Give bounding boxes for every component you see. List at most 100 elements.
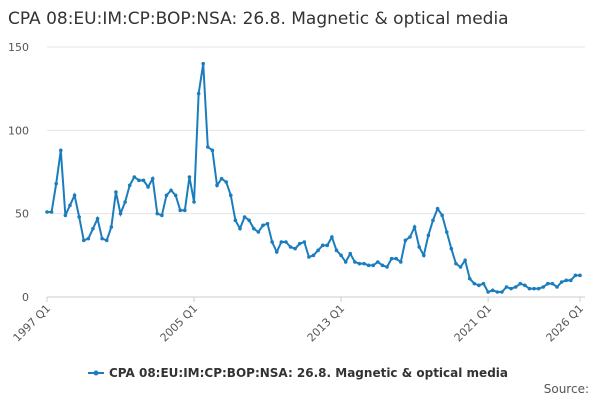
data-point bbox=[440, 213, 444, 218]
data-point bbox=[444, 230, 449, 234]
data-point bbox=[274, 250, 279, 254]
data-point bbox=[564, 278, 569, 283]
data-point bbox=[546, 281, 550, 286]
x-tick-label: 1997 Q1 bbox=[11, 302, 54, 345]
data-point bbox=[215, 183, 219, 188]
data-point bbox=[330, 235, 334, 239]
x-tick-label: 2013 Q1 bbox=[305, 302, 348, 345]
data-point bbox=[477, 283, 481, 288]
data-point bbox=[141, 178, 146, 183]
data-point bbox=[408, 235, 412, 239]
data-point bbox=[173, 193, 178, 198]
data-point bbox=[104, 238, 109, 243]
data-point bbox=[426, 233, 431, 238]
data-point bbox=[127, 183, 132, 188]
data-point bbox=[513, 285, 518, 289]
data-point bbox=[555, 285, 559, 289]
data-point bbox=[192, 200, 196, 204]
data-point bbox=[412, 225, 417, 229]
data-point bbox=[210, 148, 215, 153]
data-point bbox=[196, 91, 201, 96]
data-point bbox=[495, 290, 500, 294]
data-point bbox=[357, 261, 362, 266]
data-point bbox=[320, 243, 325, 248]
source: Source: bbox=[544, 382, 589, 396]
data-point bbox=[376, 260, 380, 264]
data-point bbox=[399, 260, 403, 264]
data-point bbox=[155, 211, 160, 216]
y-tick-label: 0 bbox=[22, 291, 29, 304]
data-point bbox=[100, 236, 104, 241]
data-point bbox=[509, 286, 513, 291]
data-point bbox=[201, 61, 206, 66]
data-point bbox=[463, 258, 467, 263]
data-point bbox=[504, 285, 509, 289]
data-point bbox=[49, 210, 54, 214]
data-point bbox=[578, 273, 582, 278]
data-point bbox=[573, 273, 578, 278]
data-point bbox=[366, 263, 371, 268]
data-point bbox=[288, 245, 293, 249]
data-point bbox=[454, 261, 458, 266]
data-point bbox=[160, 213, 164, 218]
data-point bbox=[206, 145, 210, 149]
data-point bbox=[380, 263, 385, 268]
data-point bbox=[403, 238, 408, 243]
data-point bbox=[77, 215, 81, 219]
y-tick-label: 100 bbox=[8, 124, 29, 137]
data-point bbox=[569, 278, 573, 283]
data-point bbox=[256, 230, 261, 234]
data-point bbox=[449, 246, 454, 251]
data-point bbox=[293, 246, 297, 251]
data-point bbox=[431, 218, 435, 223]
data-point bbox=[518, 281, 523, 286]
data-point bbox=[279, 240, 284, 244]
data-point bbox=[123, 200, 127, 204]
data-point bbox=[297, 241, 302, 246]
data-point bbox=[486, 290, 490, 294]
data-point bbox=[532, 286, 536, 291]
data-point bbox=[247, 218, 251, 223]
data-point bbox=[63, 213, 68, 218]
data-point bbox=[389, 256, 394, 261]
data-point bbox=[339, 253, 343, 258]
data-point bbox=[284, 240, 288, 244]
legend-label: CPA 08:EU:IM:CP:BOP:NSA: 26.8. Magnetic … bbox=[109, 366, 508, 380]
data-point bbox=[467, 276, 472, 281]
data-point bbox=[541, 285, 546, 289]
x-tick-label: 2005 Q1 bbox=[158, 302, 201, 345]
data-point bbox=[316, 248, 320, 253]
data-point bbox=[146, 185, 150, 189]
data-point bbox=[270, 240, 274, 244]
data-point bbox=[68, 203, 72, 208]
data-point bbox=[81, 238, 86, 243]
data-point bbox=[233, 218, 238, 223]
data-point bbox=[490, 288, 495, 293]
data-point bbox=[58, 148, 63, 153]
data-point bbox=[265, 221, 270, 226]
data-point bbox=[371, 263, 376, 268]
data-point bbox=[559, 280, 564, 284]
data-point bbox=[527, 286, 532, 291]
data-point bbox=[238, 226, 242, 231]
data-point bbox=[169, 188, 173, 193]
data-point bbox=[178, 208, 183, 213]
data-point bbox=[472, 281, 477, 286]
data-point bbox=[481, 281, 486, 286]
data-point bbox=[242, 215, 247, 219]
data-point bbox=[348, 251, 353, 256]
data-point bbox=[91, 226, 95, 231]
data-point bbox=[224, 180, 228, 184]
x-tick-label: 2021 Q1 bbox=[452, 302, 495, 345]
data-point bbox=[137, 178, 141, 183]
data-point bbox=[150, 176, 155, 181]
data-point bbox=[325, 243, 330, 248]
data-point bbox=[385, 265, 389, 269]
data-point bbox=[458, 265, 463, 269]
data-point bbox=[228, 193, 233, 198]
data-point bbox=[417, 245, 421, 249]
data-point bbox=[164, 193, 169, 198]
data-point bbox=[72, 193, 77, 198]
data-point bbox=[118, 211, 123, 216]
